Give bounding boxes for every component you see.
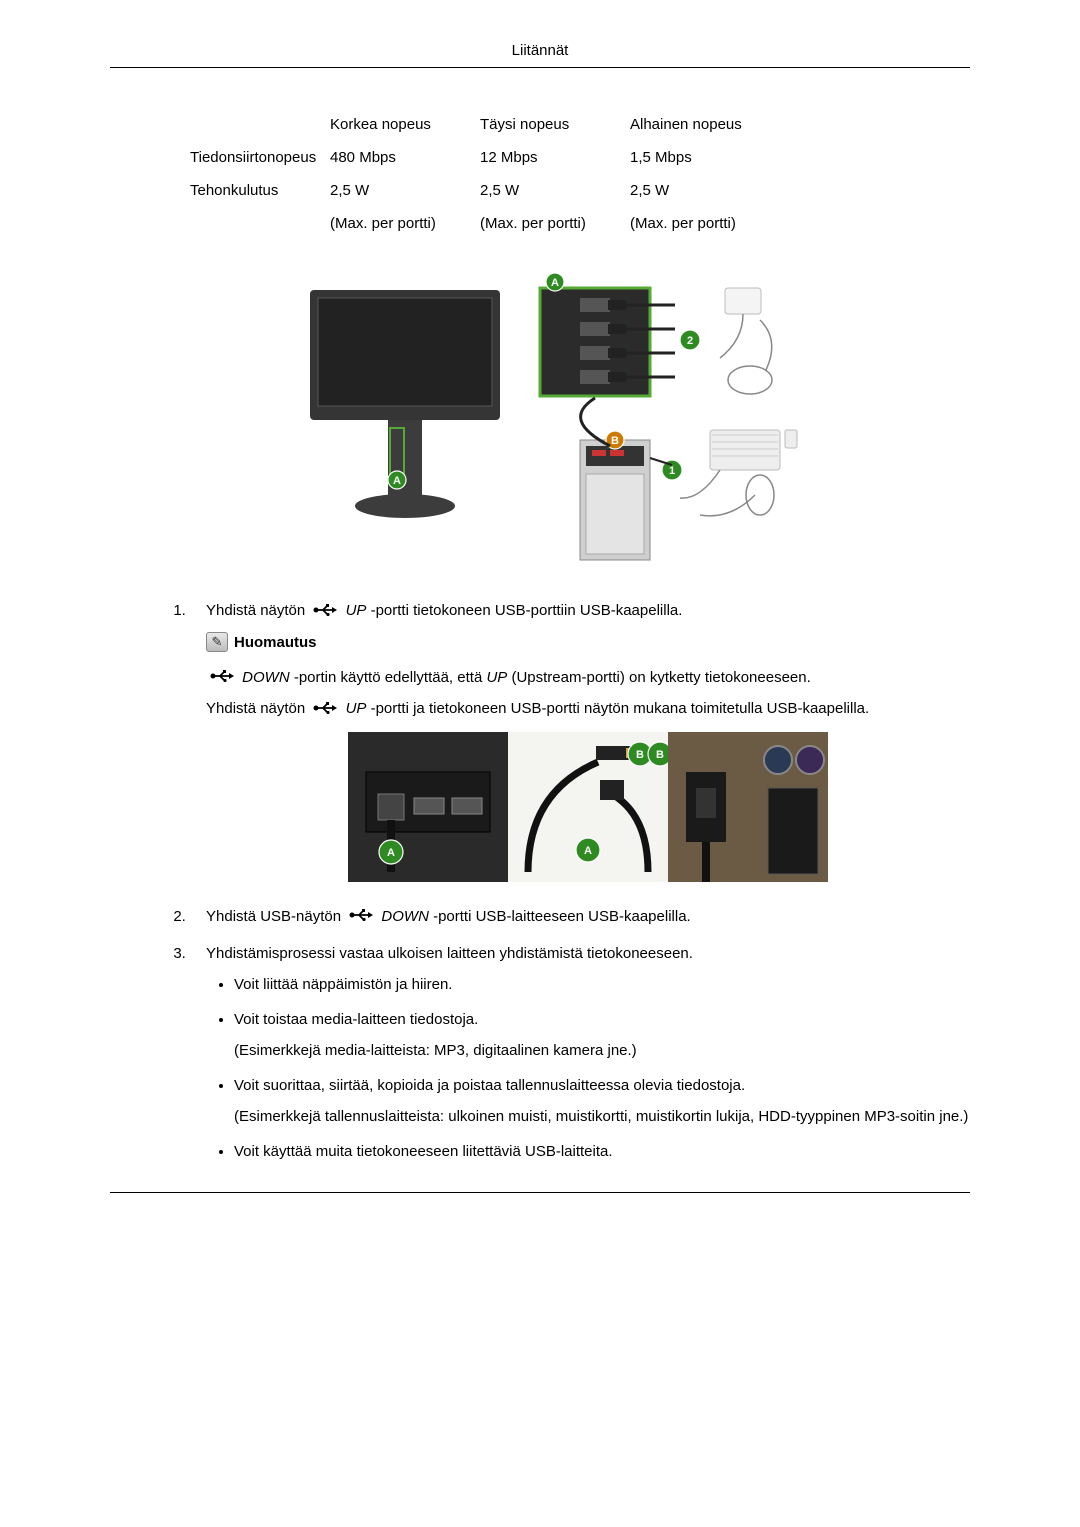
step-2: Yhdistä USB-näytön DOWN -portti USB-lait… xyxy=(190,906,970,928)
down-label: DOWN xyxy=(242,669,290,686)
up-label: UP xyxy=(346,602,367,619)
up-label-2: UP xyxy=(486,669,507,686)
note-icon: ✎ xyxy=(206,632,228,652)
header-full: Täysi nopeus xyxy=(480,108,630,141)
cell: 2,5 W xyxy=(630,174,780,207)
note-text-b: (Upstream-portti) on kytketty tietokonee… xyxy=(511,669,810,686)
step3-intro: Yhdistämisprosessi vastaa ulkoisen laitt… xyxy=(206,943,970,964)
header-low: Alhainen nopeus xyxy=(630,108,780,141)
cell: (Max. per portti) xyxy=(330,207,480,240)
d2-marker-a1: A xyxy=(387,847,395,859)
step2-text-a: Yhdistä USB-näytön xyxy=(206,908,345,925)
usb-icon xyxy=(313,601,337,622)
bullet-text: Voit käyttää muita tietokoneeseen liitet… xyxy=(234,1143,613,1160)
steps-list: Yhdistä näytön UP -portti tietokoneen US… xyxy=(190,600,970,1162)
cell: 12 Mbps xyxy=(480,141,630,174)
d2-marker-b1: B xyxy=(636,749,644,761)
row-label xyxy=(190,207,330,240)
note-label: Huomautus xyxy=(234,632,317,653)
cell: 2,5 W xyxy=(330,174,480,207)
usb-icon xyxy=(349,906,373,927)
table-header-row: Korkea nopeus Täysi nopeus Alhainen nope… xyxy=(190,108,780,141)
step3-bullets: Voit liittää näppäimistön ja hiiren. Voi… xyxy=(234,974,970,1162)
step1-p2-a: Yhdistä näytön xyxy=(206,700,309,717)
list-item: Voit suorittaa, siirtää, kopioida ja poi… xyxy=(234,1075,970,1127)
marker-1-label: 1 xyxy=(669,465,675,477)
row-label: Tiedonsiirtonopeus xyxy=(190,141,330,174)
step1-text-a: Yhdistä näytön xyxy=(206,602,309,619)
bullet-text: Voit liittää näppäimistön ja hiiren. xyxy=(234,976,452,993)
connection-diagram-2: A A B B xyxy=(348,732,828,882)
page-header: Liitännät xyxy=(110,40,970,68)
table-row: (Max. per portti) (Max. per portti) (Max… xyxy=(190,207,780,240)
cell: (Max. per portti) xyxy=(630,207,780,240)
list-item: Voit liittää näppäimistön ja hiiren. xyxy=(234,974,970,995)
table-row: Tehonkulutus 2,5 W 2,5 W 2,5 W xyxy=(190,174,780,207)
header-empty xyxy=(190,108,330,141)
bullet-extra: (Esimerkkejä tallennuslaitteista: ulkoin… xyxy=(234,1106,970,1127)
usb-icon xyxy=(210,667,234,688)
row-label: Tehonkulutus xyxy=(190,174,330,207)
list-item: Voit käyttää muita tietokoneeseen liitet… xyxy=(234,1141,970,1162)
header-high: Korkea nopeus xyxy=(330,108,480,141)
connection-diagram-1: A A 2 B 1 xyxy=(280,270,800,570)
cell: 480 Mbps xyxy=(330,141,480,174)
cell: (Max. per portti) xyxy=(480,207,630,240)
footer-rule xyxy=(110,1192,970,1193)
marker-2-label: 2 xyxy=(687,335,693,347)
d2-marker-a2: A xyxy=(584,845,592,857)
bullet-text: Voit suorittaa, siirtää, kopioida ja poi… xyxy=(234,1077,745,1094)
cell: 1,5 Mbps xyxy=(630,141,780,174)
list-item: Voit toistaa media-laitteen tiedostoja. … xyxy=(234,1009,970,1061)
usb-icon xyxy=(313,699,337,720)
step-1: Yhdistä näytön UP -portti tietokoneen US… xyxy=(190,600,970,882)
table-row: Tiedonsiirtonopeus 480 Mbps 12 Mbps 1,5 … xyxy=(190,141,780,174)
marker-a-label: A xyxy=(393,475,401,487)
marker-b-label: B xyxy=(611,435,619,447)
spec-table: Korkea nopeus Täysi nopeus Alhainen nope… xyxy=(190,108,970,240)
down-label-2: DOWN xyxy=(381,908,429,925)
bullet-text: Voit toistaa media-laitteen tiedostoja. xyxy=(234,1011,478,1028)
d2-marker-b2: B xyxy=(656,749,664,761)
up-label-3: UP xyxy=(346,700,367,717)
bullet-extra: (Esimerkkejä media-laitteista: MP3, digi… xyxy=(234,1040,970,1061)
marker-a-label-2: A xyxy=(551,277,559,289)
step2-text-b: -portti USB-laitteeseen USB-kaapelilla. xyxy=(433,908,691,925)
cell: 2,5 W xyxy=(480,174,630,207)
page-title: Liitännät xyxy=(512,42,569,59)
step-3: Yhdistämisprosessi vastaa ulkoisen laitt… xyxy=(190,943,970,1162)
note-text-a: -portin käyttö edellyttää, että xyxy=(294,669,487,686)
step1-text-b: -portti tietokoneen USB-porttiin USB-kaa… xyxy=(371,602,683,619)
step1-p2-b: -portti ja tietokoneen USB-portti näytön… xyxy=(371,700,870,717)
